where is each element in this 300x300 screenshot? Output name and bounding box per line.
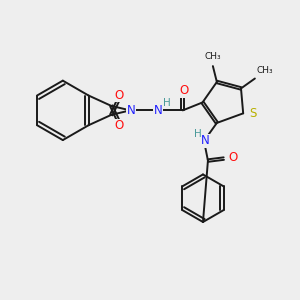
Text: N: N <box>201 134 209 147</box>
Text: O: O <box>115 119 124 132</box>
Text: S: S <box>249 107 256 120</box>
Text: H: H <box>194 129 202 139</box>
Text: CH₃: CH₃ <box>205 52 221 61</box>
Text: O: O <box>115 88 124 101</box>
Text: N: N <box>127 104 136 117</box>
Text: N: N <box>154 104 162 117</box>
Text: O: O <box>179 84 188 97</box>
Text: O: O <box>229 151 238 164</box>
Text: CH₃: CH₃ <box>257 66 274 75</box>
Text: H: H <box>163 98 171 108</box>
